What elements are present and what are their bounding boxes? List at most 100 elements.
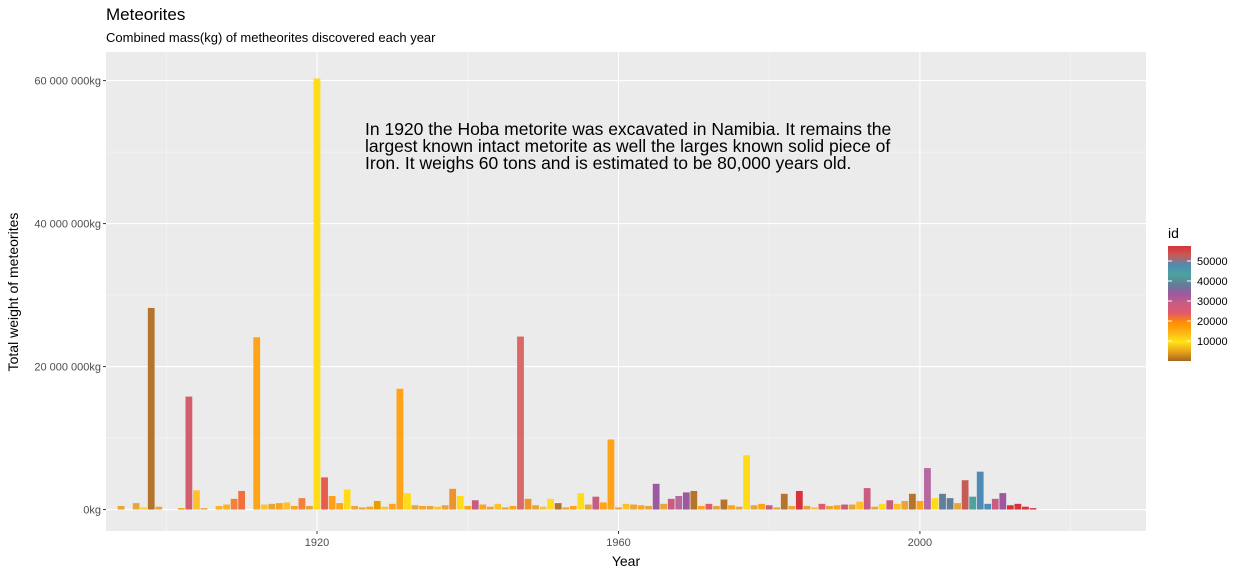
bar <box>471 500 479 510</box>
bar <box>773 507 781 510</box>
bar <box>562 507 570 510</box>
bar <box>984 503 992 510</box>
bar <box>954 503 961 510</box>
bar <box>961 480 969 510</box>
x-axis-title: Year <box>612 553 641 569</box>
bar <box>313 78 321 510</box>
bar <box>486 506 494 510</box>
bar <box>592 496 600 510</box>
bar <box>441 505 449 510</box>
bar <box>652 483 660 510</box>
x-tick-label: 1960 <box>606 537 630 549</box>
bar <box>780 493 788 510</box>
bar <box>464 505 472 510</box>
bar <box>682 492 690 510</box>
bar <box>660 503 668 510</box>
bar <box>569 505 577 510</box>
x-tick-label: 1920 <box>305 537 329 549</box>
bar <box>200 508 208 510</box>
bar <box>690 490 698 510</box>
bar <box>969 496 977 510</box>
bar <box>577 493 585 510</box>
bar <box>449 488 457 510</box>
legend-label: 10000 <box>1197 336 1228 348</box>
annotation-line: Iron. It weighs 60 tons and is estimated… <box>365 153 851 173</box>
bar <box>803 505 811 510</box>
bar <box>705 503 713 510</box>
bar <box>117 505 125 510</box>
bar <box>502 507 509 510</box>
x-tick-label: 2000 <box>908 537 932 549</box>
bar <box>946 498 954 510</box>
bars <box>117 78 1037 510</box>
bar <box>1006 505 1014 510</box>
legend-label: 50000 <box>1197 256 1228 268</box>
annotation: In 1920 the Hoba metorite was excavated … <box>365 119 891 173</box>
bar <box>539 506 547 510</box>
legend: id 10000 20000 30000 40000 50000 <box>1168 225 1228 361</box>
bar <box>253 337 261 510</box>
bar <box>841 504 848 510</box>
bar <box>871 506 879 510</box>
y-tick-label: 60 000 000kg <box>34 76 101 88</box>
legend-title: id <box>1168 225 1179 241</box>
bar <box>600 502 607 510</box>
legend-label: 40000 <box>1197 276 1228 288</box>
y-axis-title: Total weight of meteorites <box>5 213 21 372</box>
bar <box>419 505 426 510</box>
bar <box>991 498 999 510</box>
bar <box>856 501 864 510</box>
bar <box>999 493 1007 510</box>
bar <box>328 495 336 510</box>
bar <box>185 396 193 510</box>
bar <box>630 504 637 510</box>
bar <box>547 498 555 510</box>
bar <box>607 439 615 510</box>
bar <box>524 498 532 510</box>
bar <box>456 495 464 510</box>
bar <box>336 503 344 510</box>
bar <box>554 503 562 510</box>
legend-label: 20000 <box>1197 316 1228 328</box>
bar <box>916 500 924 510</box>
bar <box>758 503 766 510</box>
bar <box>321 477 328 510</box>
bar <box>848 504 856 510</box>
bar <box>788 505 796 510</box>
bar <box>275 503 283 510</box>
bar <box>147 307 155 510</box>
bar <box>584 504 592 510</box>
bar <box>291 505 298 510</box>
plot-panel <box>106 52 1146 531</box>
bar <box>939 493 946 510</box>
bar <box>351 505 359 510</box>
bar <box>532 505 539 510</box>
bar <box>230 498 238 510</box>
bar <box>517 336 524 510</box>
bar <box>388 503 396 510</box>
y-tick-label: 20 000 000kg <box>34 362 101 374</box>
bar <box>795 490 803 510</box>
bar <box>833 505 841 510</box>
bar <box>743 455 750 510</box>
bar <box>411 505 419 510</box>
bar <box>901 500 909 510</box>
chart-subtitle: Combined mass(kg) of metheorites discove… <box>106 30 436 45</box>
bar <box>404 493 411 510</box>
bar <box>826 505 833 510</box>
y-axis: 0kg 20 000 000kg 40 000 000kg 60 000 000kg <box>34 76 106 517</box>
bar <box>366 506 374 510</box>
bar <box>924 468 931 510</box>
bar <box>381 506 389 510</box>
bar <box>908 493 916 510</box>
bar <box>494 503 502 510</box>
bar <box>1014 503 1022 510</box>
bar <box>811 507 818 510</box>
legend-label: 30000 <box>1197 296 1228 308</box>
y-tick-label: 40 000 000kg <box>34 219 101 231</box>
bar <box>637 505 645 510</box>
bar <box>343 489 351 510</box>
bar <box>863 488 871 510</box>
bar <box>622 503 630 510</box>
bar <box>223 504 230 510</box>
